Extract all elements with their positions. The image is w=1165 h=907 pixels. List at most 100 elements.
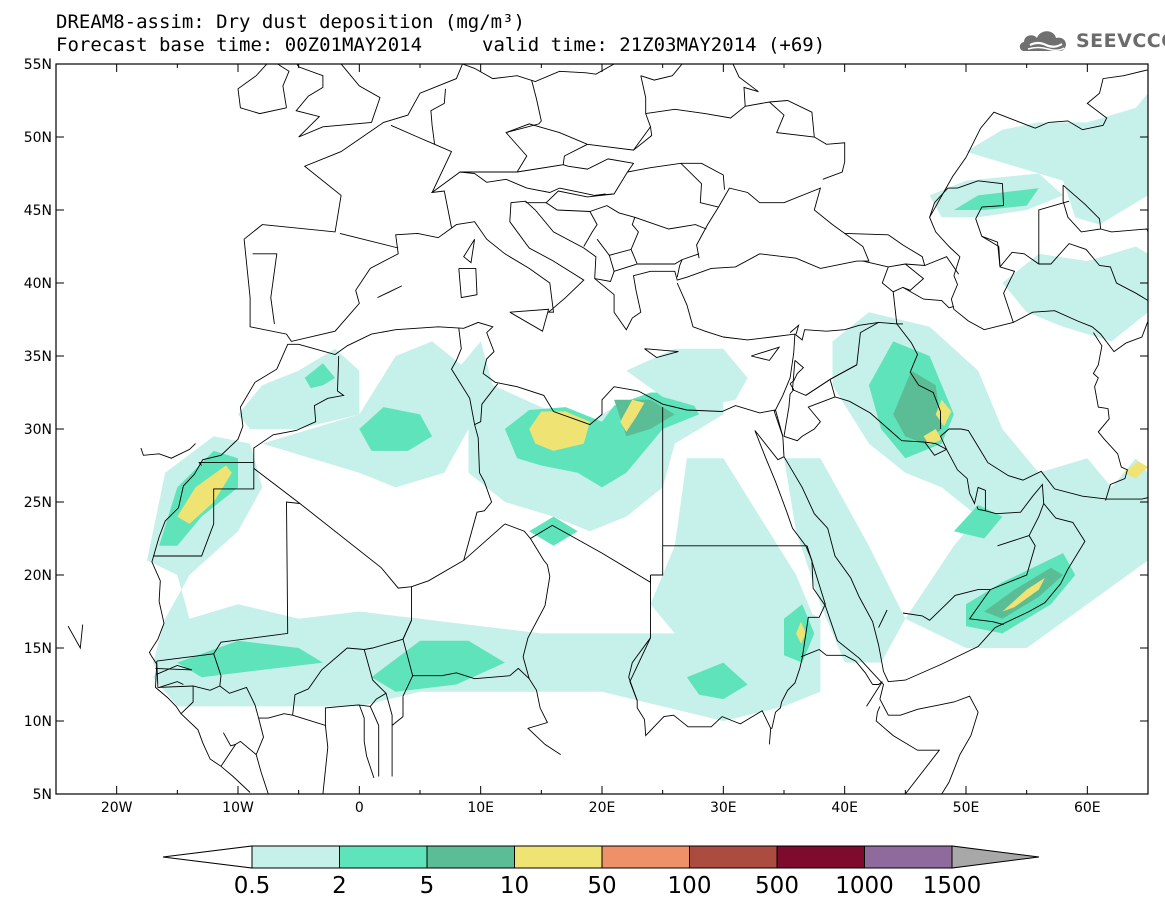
boundary-line bbox=[391, 696, 404, 726]
boundary-line bbox=[829, 322, 947, 450]
dust-region-nubia bbox=[529, 516, 578, 546]
boundary-line bbox=[505, 75, 652, 151]
boundary-line bbox=[866, 681, 883, 707]
boundary-line bbox=[676, 259, 683, 278]
lat-tick-label: 15N bbox=[24, 641, 52, 657]
legend-label: 10 bbox=[500, 873, 529, 899]
boundary-line bbox=[948, 305, 955, 309]
boundary-line bbox=[594, 271, 615, 283]
legend-upper-arrow bbox=[951, 845, 1040, 869]
seevccc-logo: SEEVCCC bbox=[1018, 24, 1165, 60]
boundary-line bbox=[805, 379, 831, 396]
boundary-line bbox=[769, 100, 815, 138]
dust-region-cyrenaica-high bbox=[620, 399, 645, 432]
lon-tick-label: 50E bbox=[953, 800, 980, 816]
boundary-line bbox=[463, 383, 499, 561]
boundary-line bbox=[844, 232, 926, 268]
boundary-line bbox=[629, 637, 651, 701]
dust-region-sahel-mid-c bbox=[371, 640, 505, 692]
boundary-line bbox=[517, 143, 588, 173]
boundary-line bbox=[1028, 503, 1045, 536]
boundary-line bbox=[198, 462, 254, 466]
boundary-line bbox=[902, 263, 925, 291]
boundary-line bbox=[981, 235, 1001, 267]
boundary-line bbox=[1100, 228, 1148, 233]
lon-tick-label: 40E bbox=[831, 800, 858, 816]
boundary-line bbox=[390, 124, 453, 193]
boundary-line bbox=[339, 232, 399, 249]
legend-label: 2 bbox=[332, 873, 347, 899]
lat-tick-label: 45N bbox=[24, 203, 52, 219]
dust-region-sahel-mid-w bbox=[177, 640, 323, 678]
boundary-line bbox=[783, 383, 795, 437]
boundary-line bbox=[608, 255, 638, 272]
dust-region-atlas-mid bbox=[304, 363, 336, 389]
lon-tick-label: 30E bbox=[710, 800, 737, 816]
legend-label: 500 bbox=[755, 873, 799, 899]
country-borders bbox=[67, 64, 1148, 794]
lat-tick-label: 40N bbox=[24, 276, 52, 292]
boundary-line bbox=[627, 162, 719, 208]
boundary-line bbox=[253, 355, 345, 463]
boundary-line bbox=[462, 64, 615, 82]
legend-swatch bbox=[251, 845, 340, 869]
valid-time: valid time: 21Z03MAY2014 (+69) bbox=[482, 34, 826, 56]
lat-tick-label: 30N bbox=[24, 422, 52, 438]
boundary-line bbox=[754, 409, 979, 794]
dust-region-caspian-s bbox=[1002, 246, 1148, 342]
boundary-line bbox=[243, 64, 463, 240]
boundary-line bbox=[999, 243, 1148, 301]
boundary-line bbox=[1038, 200, 1070, 264]
boundary-line bbox=[924, 441, 947, 456]
boundary-line bbox=[1062, 184, 1102, 233]
boundary-line bbox=[180, 686, 194, 715]
lat-tick-label: 25N bbox=[24, 495, 52, 511]
dust-region-ethiopia-high bbox=[796, 621, 806, 644]
dust-region-iraq-high bbox=[935, 399, 952, 427]
dust-region-iran-e-high bbox=[1123, 461, 1148, 479]
legend-label: 100 bbox=[668, 873, 712, 899]
boundary-line bbox=[385, 693, 393, 777]
lat-tick-label: 5N bbox=[33, 787, 52, 803]
boundary-line bbox=[1013, 310, 1148, 353]
legend-swatch bbox=[514, 845, 603, 869]
boundary-line bbox=[783, 396, 836, 442]
boundary-line bbox=[253, 468, 412, 716]
boundary-line bbox=[411, 523, 506, 588]
boundary-line bbox=[504, 523, 651, 584]
dust-region-rub-al-khali-mid bbox=[953, 504, 1003, 539]
boundary-line bbox=[255, 717, 269, 794]
boundary-line bbox=[751, 346, 781, 361]
boundary-line bbox=[358, 704, 375, 779]
forecast-base-time: Forecast base time: 00Z01MAY2014 bbox=[56, 34, 423, 56]
legend-swatch bbox=[776, 845, 865, 869]
boundary-line bbox=[680, 162, 725, 190]
boundary-line bbox=[628, 575, 772, 745]
boundary-line bbox=[732, 64, 759, 107]
legend-label: 50 bbox=[587, 873, 616, 899]
boundary-line bbox=[968, 535, 1036, 626]
boundary-line bbox=[156, 653, 214, 662]
dust-region-atlas bbox=[238, 348, 360, 429]
boundary-line bbox=[158, 681, 184, 688]
boundary-line bbox=[789, 323, 800, 335]
boundary-line bbox=[463, 238, 476, 264]
boundary-line bbox=[369, 706, 380, 777]
boundary-line bbox=[402, 667, 530, 697]
lon-tick-label: 60E bbox=[1074, 800, 1101, 816]
dust-region-oman-high bbox=[1002, 577, 1045, 612]
boundary-line bbox=[881, 266, 950, 309]
dust-region-arabia-w bbox=[784, 458, 906, 663]
lon-tick-label: 10E bbox=[467, 800, 494, 816]
boundary-line bbox=[522, 538, 561, 755]
boundary-line bbox=[140, 443, 196, 459]
lon-tick-label: 20E bbox=[589, 800, 616, 816]
boundary-line bbox=[645, 101, 846, 180]
boundary-line bbox=[976, 506, 986, 512]
dust-region-libya-high bbox=[529, 411, 590, 451]
boundary-line bbox=[770, 545, 826, 729]
boundary-line bbox=[634, 216, 707, 230]
legend-label: 0.5 bbox=[234, 873, 271, 899]
boundary-line bbox=[460, 79, 542, 173]
boundary-line bbox=[322, 725, 329, 794]
